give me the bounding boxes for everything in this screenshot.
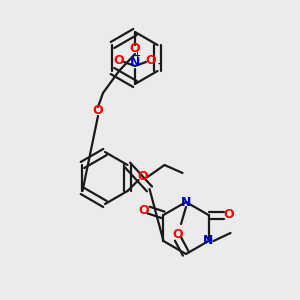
Text: O: O xyxy=(146,53,156,67)
Text: O: O xyxy=(138,203,149,217)
Text: -: - xyxy=(158,59,162,69)
Text: N: N xyxy=(181,196,191,208)
Text: +: + xyxy=(134,52,140,61)
Text: O: O xyxy=(137,170,148,184)
Text: O: O xyxy=(130,43,140,56)
Text: O: O xyxy=(223,208,234,221)
Text: N: N xyxy=(203,235,214,248)
Text: O: O xyxy=(173,227,183,241)
Text: N: N xyxy=(130,56,140,70)
Text: O: O xyxy=(93,104,103,118)
Text: O: O xyxy=(114,53,124,67)
